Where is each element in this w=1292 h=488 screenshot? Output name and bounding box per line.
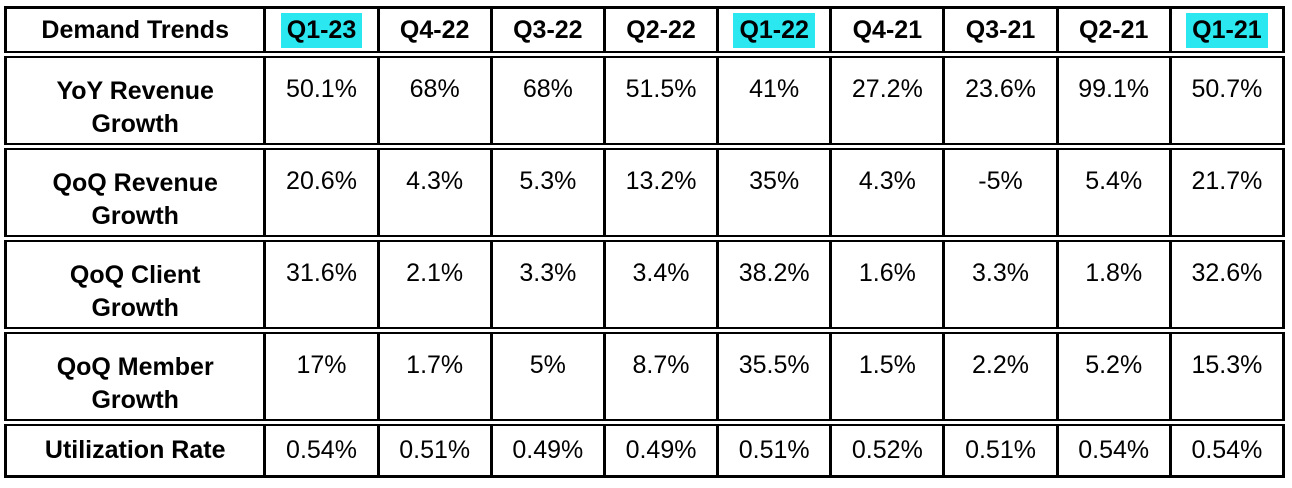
table-cell: 50.7% (1171, 56, 1285, 145)
table-cell: 35% (719, 148, 833, 237)
table-cell: 8.7% (605, 332, 720, 421)
quarter-label: Q4-21 (852, 15, 923, 44)
table-cell: 17% (266, 332, 380, 421)
table-cell: 0.49% (492, 424, 606, 478)
table-cell: 0.51% (945, 424, 1059, 478)
table-cell: 1.8% (1058, 240, 1172, 329)
highlighted-quarter-label: Q1-21 (1186, 12, 1268, 48)
table-cell: 5% (492, 332, 606, 421)
quarter-label: Q3-21 (965, 15, 1036, 44)
table-cell: 38.2% (719, 240, 833, 329)
column-header-q1-21: Q1-21 (1171, 6, 1285, 53)
table-cell: 3.3% (945, 240, 1059, 329)
row-label: YoY Revenue Growth (4, 56, 267, 145)
table-row-qoq-revenue-growth: QoQ Revenue Growth 20.6% 4.3% 5.3% 13.2%… (4, 148, 1285, 237)
table-cell: 31.6% (266, 240, 380, 329)
row-label: QoQ Member Growth (4, 332, 267, 421)
quarter-label: Q3-22 (513, 15, 583, 44)
row-label: QoQ Client Growth (4, 240, 267, 329)
highlighted-quarter-label: Q1-23 (280, 12, 363, 48)
table-cell: 51.5% (605, 56, 720, 145)
table-row-utilization-rate: Utilization Rate 0.54% 0.51% 0.49% 0.49%… (4, 424, 1285, 478)
table-cell: 13.2% (605, 148, 720, 237)
table-cell: 5.3% (492, 148, 606, 237)
quarter-label: Q4-22 (399, 15, 470, 44)
table-cell: 3.3% (492, 240, 606, 329)
table-cell: 2.2% (945, 332, 1059, 421)
table-cell: 23.6% (945, 56, 1059, 145)
table-cell: 99.1% (1058, 56, 1172, 145)
table-cell: 0.54% (1171, 424, 1285, 478)
table-row-yoy-revenue-growth: YoY Revenue Growth 50.1% 68% 68% 51.5% 4… (4, 56, 1285, 145)
row-label: QoQ Revenue Growth (4, 148, 267, 237)
table-cell: 15.3% (1171, 332, 1285, 421)
column-header-q3-22: Q3-22 (492, 6, 606, 53)
table-cell: 68% (492, 56, 606, 145)
table-cell: 2.1% (379, 240, 493, 329)
table-cell: 0.51% (719, 424, 833, 478)
table-cell: 0.54% (1058, 424, 1172, 478)
table-cell: 1.6% (832, 240, 946, 329)
table-cell: 35.5% (719, 332, 833, 421)
column-header-q3-21: Q3-21 (945, 6, 1059, 53)
table-cell: 0.54% (266, 424, 380, 478)
table-cell: 0.49% (605, 424, 720, 478)
column-header-q2-22: Q2-22 (605, 6, 720, 53)
table-cell: 3.4% (605, 240, 720, 329)
table-row-qoq-client-growth: QoQ Client Growth 31.6% 2.1% 3.3% 3.4% 3… (4, 240, 1285, 329)
table-cell: -5% (945, 148, 1059, 237)
table-cell: 1.5% (832, 332, 946, 421)
demand-trends-table: Demand Trends Q1-23 Q4-22 Q3-22 Q2-22 Q1… (4, 3, 1285, 481)
column-header-q4-22: Q4-22 (379, 6, 493, 53)
table-cell: 0.52% (832, 424, 946, 478)
column-header-q4-21: Q4-21 (832, 6, 946, 53)
table-cell: 41% (719, 56, 833, 145)
quarter-label: Q2-22 (626, 15, 696, 44)
highlighted-quarter-label: Q1-22 (733, 12, 815, 48)
row-label: Utilization Rate (4, 424, 267, 478)
column-header-q2-21: Q2-21 (1058, 6, 1172, 53)
table-cell: 20.6% (266, 148, 380, 237)
table-cell: 27.2% (832, 56, 946, 145)
table-cell: 4.3% (832, 148, 946, 237)
table-cell: 5.2% (1058, 332, 1172, 421)
table-cell: 50.1% (266, 56, 380, 145)
table-cell: 68% (379, 56, 493, 145)
table-cell: 1.7% (379, 332, 493, 421)
table-cell: 4.3% (379, 148, 493, 237)
table-cell: 32.6% (1171, 240, 1285, 329)
quarter-label: Q2-21 (1078, 15, 1149, 44)
table-row-qoq-member-growth: QoQ Member Growth 17% 1.7% 5% 8.7% 35.5%… (4, 332, 1285, 421)
table-cell: 0.51% (379, 424, 493, 478)
column-header-q1-22: Q1-22 (719, 6, 833, 53)
table-cell: 21.7% (1171, 148, 1285, 237)
column-header-q1-23: Q1-23 (266, 6, 380, 53)
table-cell: 5.4% (1058, 148, 1172, 237)
table-title: Demand Trends (4, 6, 267, 53)
header-row: Demand Trends Q1-23 Q4-22 Q3-22 Q2-22 Q1… (4, 6, 1285, 53)
